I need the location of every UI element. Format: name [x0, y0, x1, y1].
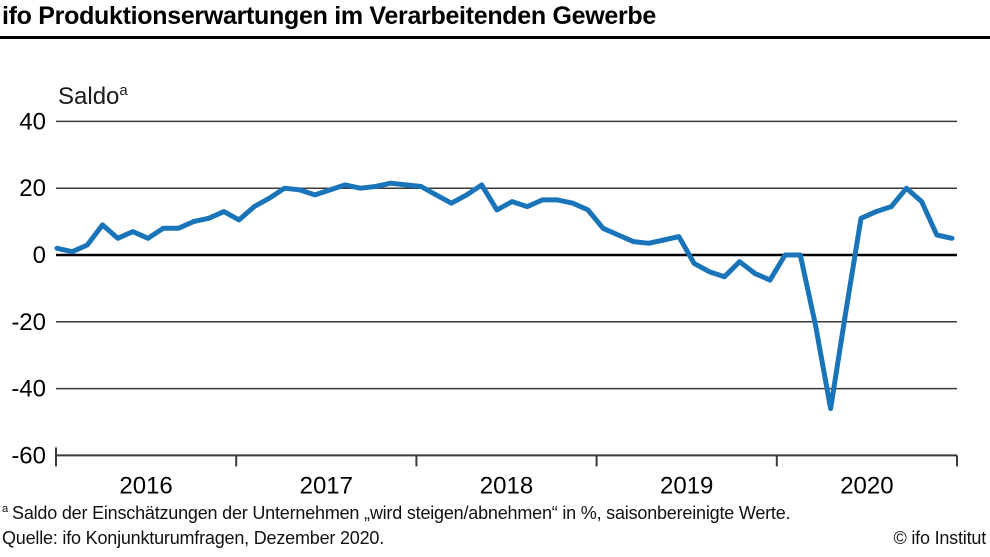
footnote: a Saldo der Einschätzungen der Unternehme… — [2, 503, 791, 524]
x-tick-label: 2019 — [660, 472, 713, 499]
x-tick-label: 2017 — [300, 472, 353, 499]
y-tick-label: 0 — [33, 242, 46, 269]
footnote-text: Saldo der Einschätzungen der Unternehmen… — [12, 503, 791, 523]
x-tick-label: 2020 — [840, 472, 893, 499]
y-tick-label: 40 — [19, 108, 46, 135]
y-tick-label: -40 — [11, 376, 46, 403]
y-axis-title: Saldoa — [58, 83, 128, 111]
source-line: Quelle: ifo Konjunkturumfragen, Dezember… — [2, 528, 385, 548]
y-tick-label: -60 — [11, 442, 46, 469]
page-title: ifo Produktionserwartungen im Verarbeite… — [2, 2, 656, 30]
title-divider — [0, 36, 990, 39]
copyright: © ifo Institut — [893, 528, 987, 548]
y-axis-title-superscript: a — [119, 83, 128, 99]
x-tick-label: 2018 — [480, 472, 533, 499]
y-axis-title-text: Saldo — [58, 83, 120, 110]
y-tick-label: 20 — [19, 175, 46, 202]
y-tick-label: -20 — [11, 309, 46, 336]
series-line — [54, 180, 955, 412]
footnote-superscript: a — [2, 503, 9, 515]
x-tick-label: 2016 — [119, 472, 172, 499]
